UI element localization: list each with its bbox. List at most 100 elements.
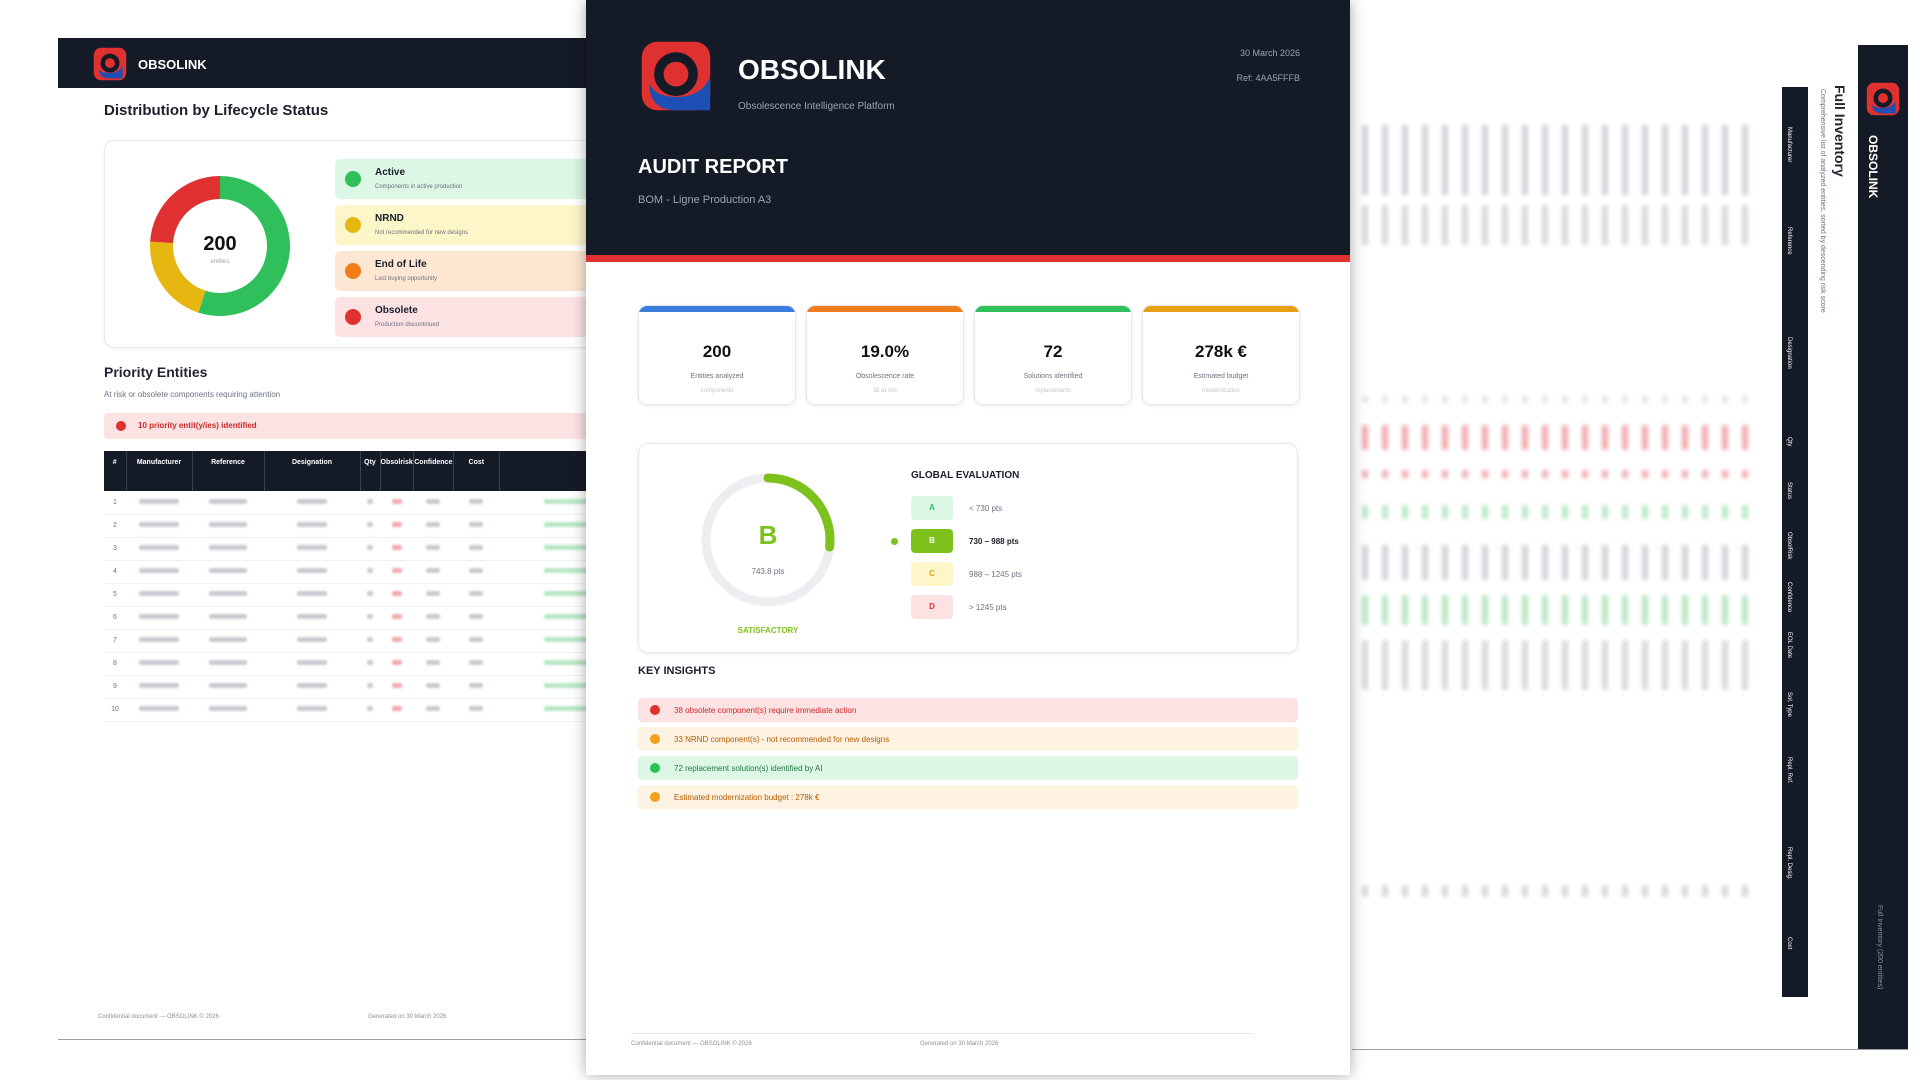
insight-text: 38 obsolete component(s) require immedia…	[674, 706, 857, 715]
blurred-cell	[1682, 505, 1688, 519]
blurred-cell	[1602, 125, 1608, 195]
grade-scale-b: B 730 – 988 pts	[891, 529, 1211, 553]
blurred-cell	[1422, 205, 1428, 245]
table-cell	[126, 606, 192, 630]
lifecycle-distribution-page[interactable]: OBSOLINK Distribution by Lifecycle Statu…	[58, 38, 655, 1040]
blurred-cell	[1402, 205, 1408, 245]
score-verdict: SATISFACTORY	[737, 626, 799, 635]
grade-scale-a: A < 730 pts	[911, 496, 1211, 520]
blurred-cell	[1562, 885, 1568, 897]
table-cell	[413, 514, 454, 538]
table-cell	[264, 560, 360, 584]
alert-dot-icon	[116, 421, 126, 431]
blurred-cell	[1722, 470, 1728, 478]
blurred-cell	[1522, 125, 1528, 195]
full-inventory-page[interactable]: Manufacturer Reference Designation Qty Statu…	[1352, 45, 1908, 1050]
table-cell	[453, 537, 500, 561]
audit-report-cover-page[interactable]: OBSOLINK Obsolescence Intelligence Platf…	[586, 0, 1350, 1075]
blurred-cell	[1482, 125, 1488, 195]
blurred-cell	[1722, 505, 1728, 519]
brand-tagline: Obsolescence Intelligence Platform	[738, 101, 895, 112]
blurred-cell	[1382, 505, 1388, 519]
blurred-cell	[1402, 125, 1408, 195]
blurred-cell	[1442, 595, 1448, 625]
score-grade: B	[758, 520, 778, 550]
table-cell	[126, 514, 192, 538]
table-header-row: # Manufacturer Reference Designation Qty…	[104, 451, 645, 491]
status-dot-icon	[345, 309, 361, 325]
blurred-cell	[1402, 505, 1408, 519]
insight-row: 33 NRND component(s) - not recommended f…	[638, 727, 1298, 751]
column-header: Designation	[1786, 337, 1792, 369]
table-cell: 4	[104, 560, 126, 584]
blurred-cell	[1502, 125, 1508, 195]
blurred-cell	[1562, 470, 1568, 478]
col-header: Qty	[360, 451, 381, 491]
table-cell	[360, 698, 380, 722]
blurred-cell	[1362, 595, 1368, 625]
distribution-title: Distribution by Lifecycle Status	[104, 102, 329, 119]
table-cell	[264, 514, 360, 538]
table-cell	[453, 606, 500, 630]
blurred-cell	[1522, 885, 1528, 897]
table-row: 1	[104, 491, 644, 515]
table-cell: 6	[104, 606, 126, 630]
donut-total: 200	[203, 233, 237, 255]
blurred-cell	[1602, 595, 1608, 625]
table-cell	[360, 652, 380, 676]
insight-text: Estimated modernization budget : 278k €	[674, 793, 820, 802]
table-cell	[192, 652, 264, 676]
blurred-cell	[1362, 545, 1368, 580]
table-cell	[264, 698, 360, 722]
blurred-cell	[1422, 470, 1428, 478]
blurred-cell	[1522, 595, 1528, 625]
blurred-cell	[1502, 205, 1508, 245]
brand-name: OBSOLINK	[738, 54, 886, 85]
table-cell: 9	[104, 675, 126, 699]
blurred-cell	[1422, 885, 1428, 897]
blurred-cell	[1422, 595, 1428, 625]
blurred-cell	[1582, 885, 1588, 897]
insight-text: 33 NRND component(s) - not recommended f…	[674, 735, 890, 744]
blurred-cell	[1742, 885, 1748, 897]
table-cell	[192, 537, 264, 561]
status-dot-icon	[345, 263, 361, 279]
table-row: 6	[104, 606, 644, 630]
kpi-card-solutions: 72 Solutions identified replacements	[974, 305, 1132, 405]
row-number: 6	[113, 614, 117, 621]
key-insights-title: KEY INSIGHTS	[638, 665, 716, 677]
table-cell	[264, 583, 360, 607]
blurred-cell	[1382, 425, 1388, 450]
blurred-cell	[1662, 470, 1668, 478]
table-cell	[264, 652, 360, 676]
table-cell: 3	[104, 537, 126, 561]
blurred-cell	[1402, 885, 1408, 897]
inventory-subtitle: Comprehensive list of analyzed entities,…	[1819, 89, 1826, 313]
table-cell	[360, 514, 380, 538]
blurred-cell	[1642, 395, 1648, 403]
lifecycle-name: End of Life	[375, 259, 427, 270]
column-header: Confidence	[1786, 582, 1792, 613]
blurred-cell	[1742, 395, 1748, 403]
column-header: Manufacturer	[1786, 127, 1792, 163]
grade-badge: B	[911, 529, 953, 553]
table-cell	[192, 491, 264, 515]
table-cell: 10	[104, 698, 126, 722]
table-cell	[380, 629, 414, 653]
table-cell: 5	[104, 583, 126, 607]
blurred-cell	[1462, 505, 1468, 519]
col-header: Designation	[264, 451, 361, 491]
blurred-cell	[1702, 505, 1708, 519]
blurred-cell	[1682, 125, 1688, 195]
lifecycle-donut-chart	[150, 176, 290, 316]
blurred-cell	[1502, 885, 1508, 897]
table-row: 4	[104, 560, 644, 584]
score-points: 743.8 pts	[751, 567, 785, 576]
kpi-accent-bar	[975, 306, 1131, 312]
column-header: Qty	[1786, 437, 1792, 447]
footer-confidential: Confidential document — OBSOLINK © 2026	[631, 1041, 752, 1047]
table-cell	[360, 583, 380, 607]
lifecycle-desc: Last buying opportunity	[375, 276, 438, 282]
blurred-cell	[1562, 395, 1568, 403]
table-cell	[380, 698, 414, 722]
